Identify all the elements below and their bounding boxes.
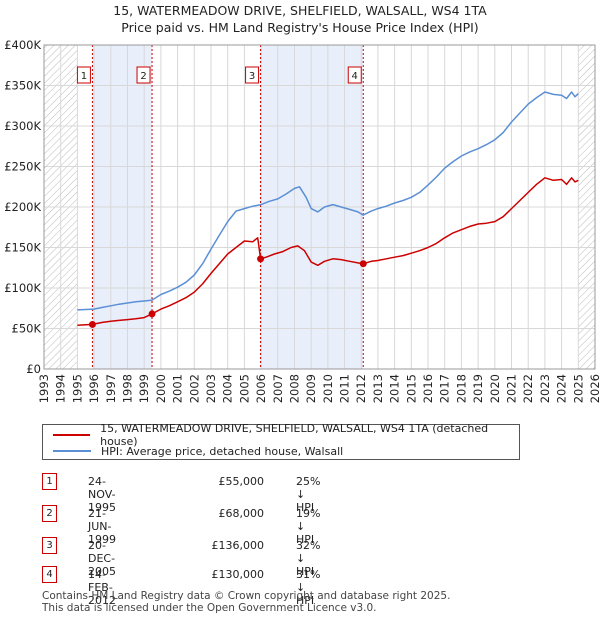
price-chart: 1 2 3 4 £0 £50K £100K £150K £200K £250K £300K £350… — [4, 38, 600, 403]
legend-hpi-swatch — [53, 450, 91, 452]
sale-hpi-diff: 25% ↓ HPI — [296, 475, 321, 514]
x-tick-label: 1994 — [54, 374, 68, 403]
x-tick-label: 2019 — [471, 374, 485, 403]
sale-point — [88, 320, 96, 328]
sale-number-label: 1 — [81, 71, 87, 82]
y-tick-label: £300K — [4, 119, 41, 133]
sale-price: £136,000 — [211, 539, 265, 552]
hpi-series-line — [77, 91, 579, 311]
y-tick-label: £50K — [12, 322, 42, 336]
x-tick-label: 2014 — [388, 374, 402, 403]
sale-date: 21-JUN-1999 — [88, 507, 116, 546]
x-tick-label: 2025 — [571, 374, 585, 403]
legend-item-price: 15, WATERMEADOW DRIVE, SHELFIELD, WALSAL… — [53, 422, 519, 448]
sale-point — [148, 310, 156, 318]
x-tick-label: 2006 — [254, 374, 268, 403]
x-tick-label: 1998 — [120, 374, 134, 403]
y-tick-label: £200K — [4, 200, 41, 214]
x-tick-label: 2002 — [187, 374, 201, 403]
y-tick-label: £350K — [4, 79, 41, 93]
x-tick-label: 2022 — [521, 374, 535, 403]
y-tick-label: £0 — [26, 362, 41, 376]
y-tick-label: £100K — [4, 281, 41, 295]
x-tick-label: 1997 — [104, 374, 118, 403]
x-tick-label: 2003 — [204, 374, 218, 403]
sale-number-label: 3 — [249, 71, 255, 82]
sale-number-box — [136, 66, 151, 84]
sale-number-box — [347, 66, 362, 84]
x-tick-label: 2010 — [321, 374, 335, 403]
sale-point — [257, 255, 265, 263]
x-tick-label: 2005 — [237, 374, 251, 403]
x-tick-label: 2009 — [304, 374, 318, 403]
legend-price-label: 15, WATERMEADOW DRIVE, SHELFIELD, WALSAL… — [100, 422, 489, 448]
sale-point — [359, 260, 367, 268]
chart-title: 15, WATERMEADOW DRIVE, SHELFIELD, WALSAL… — [113, 3, 487, 18]
sale-number-box — [245, 66, 260, 84]
x-tick-label: 2021 — [505, 374, 519, 403]
y-tick-label: £250K — [4, 160, 41, 174]
sale-price: £55,000 — [218, 475, 265, 488]
x-tick-label: 2016 — [421, 374, 435, 403]
legend-price-swatch — [53, 434, 91, 436]
sale-number-badge: 4 — [42, 566, 57, 583]
chart-subtitle: Price paid vs. HM Land Registry's House … — [121, 20, 479, 35]
legend-item-hpi: HPI: Average price, detached house, Wals… — [53, 443, 343, 459]
x-tick-label: 1996 — [87, 374, 101, 403]
footer-licence: This data is licensed under the Open Gov… — [42, 602, 377, 614]
x-tick-label: 1999 — [137, 374, 151, 403]
sale-price: £130,000 — [211, 568, 265, 581]
sale-date: 14-FEB-2012 — [88, 568, 116, 607]
sale-number-badge: 3 — [42, 537, 57, 554]
sale-date: 20-DEC-2005 — [88, 539, 116, 578]
sale-number-badge: 1 — [42, 473, 57, 490]
y-tick-label: £400K — [4, 38, 41, 52]
x-tick-label: 2013 — [371, 374, 385, 403]
x-tick-label: 2000 — [154, 374, 168, 403]
x-tick-label: 2004 — [221, 374, 235, 403]
x-tick-label: 1995 — [70, 374, 84, 403]
chart-legend: 15, WATERMEADOW DRIVE, SHELFIELD, WALSAL… — [42, 422, 520, 460]
sale-hpi-diff: 31% ↓ HPI — [296, 568, 321, 607]
x-tick-label: 2024 — [555, 374, 569, 403]
x-tick-label: 2012 — [354, 374, 368, 403]
legend-hpi-label: HPI: Average price, detached house, Wals… — [101, 444, 344, 458]
sale-number-label: 4 — [352, 71, 358, 82]
plot-border — [43, 44, 596, 370]
sale-number-label: 2 — [140, 71, 146, 82]
x-tick-label: 2008 — [287, 374, 301, 403]
sale-price: £68,000 — [218, 507, 265, 520]
y-tick-label: £150K — [4, 241, 41, 255]
x-tick-label: 2023 — [538, 374, 552, 403]
sale-hpi-diff: 19% ↓ HPI — [296, 507, 321, 546]
price-series-line — [77, 177, 579, 327]
x-tick-label: 1993 — [37, 374, 51, 403]
x-tick-label: 2018 — [454, 374, 468, 403]
x-tick-label: 2020 — [488, 374, 502, 403]
x-tick-label: 2001 — [171, 374, 185, 403]
sale-date: 24-NOV-1995 — [88, 475, 116, 514]
x-tick-label: 2026 — [588, 374, 600, 403]
footer-copyright: Contains HM Land Registry data © Crown c… — [42, 590, 451, 602]
x-tick-label: 2011 — [338, 374, 352, 403]
x-tick-label: 2007 — [271, 374, 285, 403]
x-tick-label: 2015 — [404, 374, 418, 403]
sale-number-badge: 2 — [42, 505, 57, 522]
x-tick-label: 2017 — [438, 374, 452, 403]
sale-number-box — [76, 66, 91, 84]
sale-hpi-diff: 32% ↓ HPI — [296, 539, 321, 578]
